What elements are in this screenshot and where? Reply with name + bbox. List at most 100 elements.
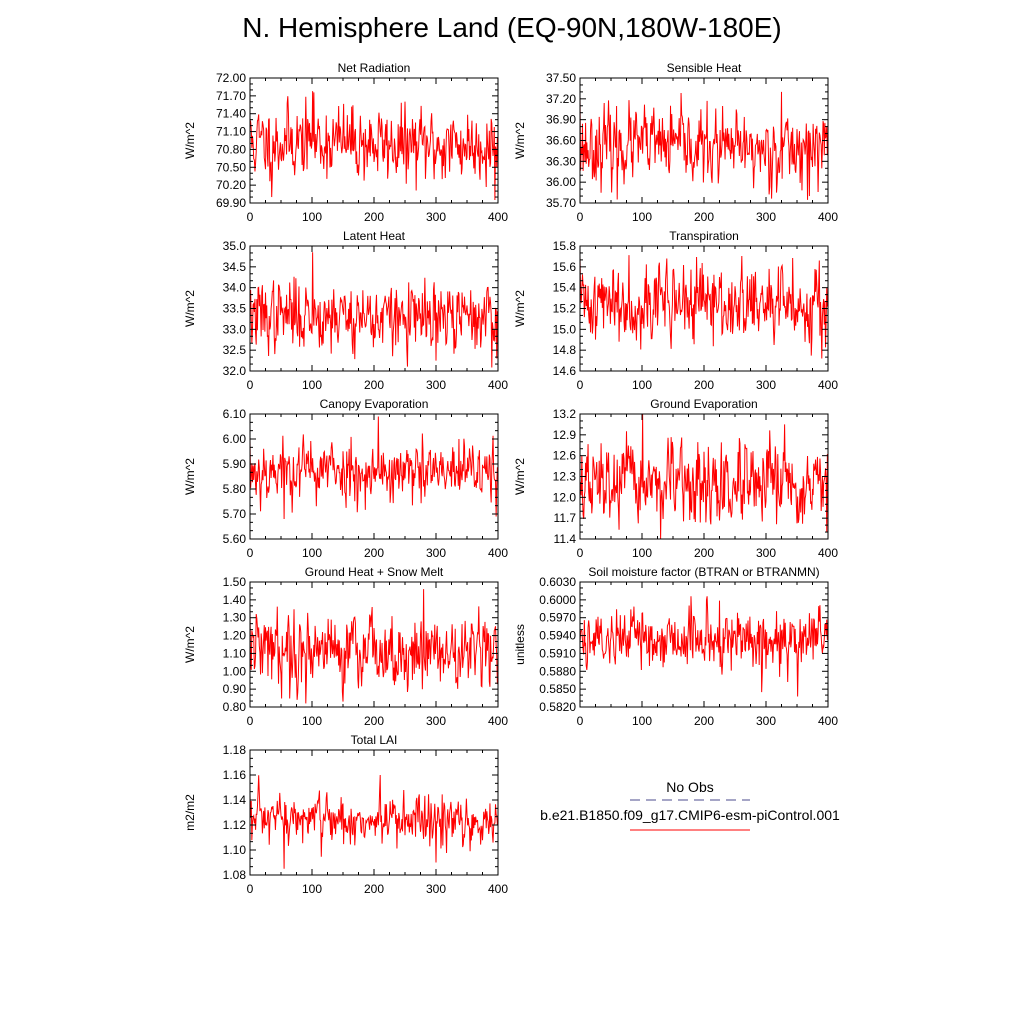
- panel-title: Latent Heat: [343, 229, 406, 243]
- y-tick-label: 1.12: [223, 818, 247, 832]
- x-tick-label: 400: [818, 714, 838, 728]
- y-tick-label: 15.2: [553, 302, 577, 316]
- y-tick-label: 15.8: [553, 239, 577, 253]
- y-tick-label: 5.70: [223, 507, 247, 521]
- y-tick-label: 12.6: [553, 449, 577, 463]
- y-tick-label: 72.00: [216, 71, 246, 85]
- panel-title: Total LAI: [351, 733, 398, 747]
- panel-latent-heat: Latent Heat W/m^2 32.0 32.5 33.0 33.5 34.0 34.5…: [183, 229, 508, 392]
- x-tick-label: 0: [577, 546, 584, 560]
- y-axis-label: W/m^2: [183, 122, 197, 159]
- x-tick-label: 300: [426, 714, 446, 728]
- y-tick-label: 0.5850: [539, 682, 576, 696]
- y-tick-label: 35.70: [546, 196, 576, 210]
- legend-obs-label: No Obs: [666, 779, 713, 795]
- y-tick-label: 36.90: [546, 113, 576, 127]
- y-tick-label: 0.5910: [539, 646, 576, 660]
- y-tick-label: 0.6000: [539, 593, 576, 607]
- legend: No Obs b.e21.B1850.f09_g17.CMIP6-esm-piC…: [540, 779, 840, 831]
- panel-title: Ground Evaporation: [650, 397, 757, 411]
- y-tick-label: 1.10: [223, 843, 247, 857]
- x-tick-label: 100: [302, 210, 322, 224]
- y-tick-label: 1.30: [223, 611, 247, 625]
- x-tick-label: 200: [364, 378, 384, 392]
- x-tick-label: 200: [694, 378, 714, 392]
- y-tick-label: 0.5940: [539, 629, 576, 643]
- y-axis-label: W/m^2: [183, 458, 197, 495]
- x-tick-label: 0: [577, 378, 584, 392]
- y-tick-label: 70.20: [216, 178, 246, 192]
- y-tick-label: 0.80: [223, 700, 247, 714]
- y-tick-label: 14.6: [553, 364, 577, 378]
- y-axis-label: m2/m2: [183, 794, 197, 831]
- panel-ground-heat-snow-melt: Ground Heat + Snow Melt W/m^2 0.80 0.90 1.00…: [183, 565, 508, 728]
- panel-title: Canopy Evaporation: [320, 397, 429, 411]
- y-tick-label: 1.50: [223, 575, 247, 589]
- x-tick-label: 400: [488, 378, 508, 392]
- x-tick-label: 100: [632, 714, 652, 728]
- x-tick-label: 0: [247, 210, 254, 224]
- y-tick-label: 1.10: [223, 646, 247, 660]
- y-tick-label: 35.0: [223, 239, 247, 253]
- y-tick-label: 34.0: [223, 281, 247, 295]
- x-tick-label: 100: [302, 546, 322, 560]
- y-tick-label: 37.20: [546, 92, 576, 106]
- x-tick-label: 200: [364, 546, 384, 560]
- series-line: [249, 774, 498, 869]
- y-tick-label: 0.5880: [539, 664, 576, 678]
- y-tick-label: 0.6030: [539, 575, 576, 589]
- y-tick-label: 33.5: [223, 302, 247, 316]
- x-tick-label: 300: [756, 714, 776, 728]
- x-tick-label: 0: [247, 378, 254, 392]
- panel-net-radiation: Net Radiation W/m^2 69.90 70.20 70.50 70.80 71…: [183, 61, 508, 224]
- y-tick-label: 71.10: [216, 125, 246, 139]
- x-tick-label: 100: [632, 210, 652, 224]
- y-tick-label: 1.00: [223, 664, 247, 678]
- series-line: [249, 416, 498, 520]
- x-tick-label: 0: [247, 882, 254, 896]
- series-line: [249, 589, 498, 704]
- y-tick-label: 13.2: [553, 407, 577, 421]
- y-tick-label: 11.4: [554, 532, 577, 546]
- x-tick-label: 100: [632, 546, 652, 560]
- y-tick-label: 71.70: [216, 89, 246, 103]
- y-tick-label: 0.5820: [539, 700, 576, 714]
- panel-ground-evaporation: Ground Evaporation W/m^2 11.4 11.7 12.0 12.3 1…: [513, 397, 838, 560]
- y-axis-label: unitless: [513, 624, 527, 665]
- legend-case-label: b.e21.B1850.f09_g17.CMIP6-esm-piControl.…: [540, 807, 840, 823]
- y-tick-label: 71.40: [216, 107, 246, 121]
- y-tick-label: 32.5: [223, 343, 247, 357]
- x-tick-label: 0: [247, 714, 254, 728]
- y-tick-label: 12.0: [553, 490, 577, 504]
- panel-canopy-evaporation: Canopy Evaporation W/m^2 5.60 5.70 5.80 5.90 6…: [183, 397, 508, 560]
- y-tick-label: 1.20: [223, 629, 247, 643]
- y-axis-label: W/m^2: [183, 626, 197, 663]
- y-tick-label: 69.90: [216, 196, 246, 210]
- y-tick-label: 6.00: [223, 432, 247, 446]
- y-tick-label: 36.60: [546, 134, 576, 148]
- y-tick-label: 1.08: [223, 868, 247, 882]
- page-title: N. Hemisphere Land (EQ-90N,180W-180E): [242, 12, 782, 43]
- y-axis-label: W/m^2: [183, 290, 197, 327]
- y-tick-label: 34.5: [223, 260, 247, 274]
- x-tick-label: 400: [488, 714, 508, 728]
- x-tick-label: 300: [756, 378, 776, 392]
- x-tick-label: 200: [364, 714, 384, 728]
- x-tick-label: 400: [488, 546, 508, 560]
- x-tick-label: 100: [302, 882, 322, 896]
- y-axis-label: W/m^2: [513, 290, 527, 327]
- x-tick-label: 100: [302, 714, 322, 728]
- y-tick-label: 37.50: [546, 71, 576, 85]
- x-tick-label: 200: [694, 210, 714, 224]
- y-tick-label: 12.9: [553, 428, 577, 442]
- y-tick-label: 36.30: [546, 154, 576, 168]
- x-tick-label: 300: [756, 546, 776, 560]
- series-line: [579, 413, 828, 540]
- x-tick-label: 400: [818, 210, 838, 224]
- x-tick-label: 400: [818, 378, 838, 392]
- x-tick-label: 0: [577, 714, 584, 728]
- series-line: [579, 91, 828, 200]
- y-tick-label: 0.5970: [539, 611, 576, 625]
- y-tick-label: 36.00: [546, 175, 576, 189]
